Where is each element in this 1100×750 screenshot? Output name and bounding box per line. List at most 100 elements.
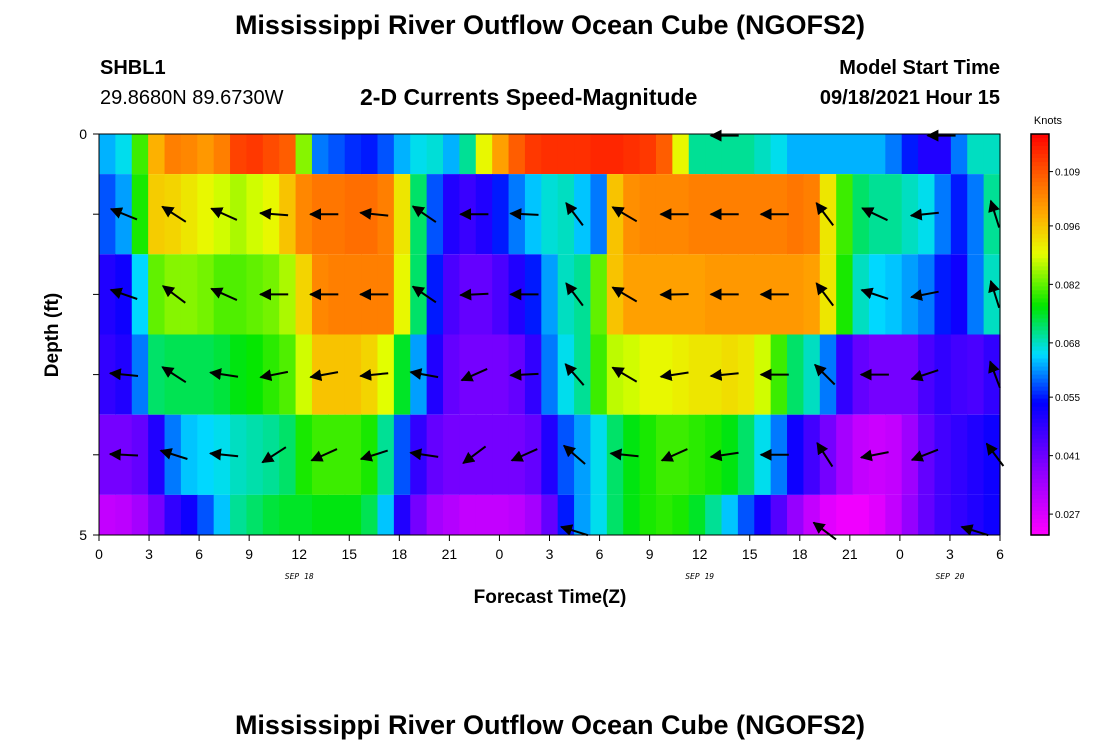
- colorbar-swatch-38: [1031, 286, 1049, 291]
- heat-cell-1-46: [852, 174, 870, 255]
- current-arrow-2-11: [659, 369, 689, 382]
- heat-cell-4-48: [885, 414, 903, 495]
- heat-cell-5-30: [590, 494, 608, 535]
- current-arrow-0-10: [611, 206, 638, 223]
- colorbar-swatch-49: [1031, 330, 1049, 336]
- heat-cell-4-51: [934, 414, 952, 495]
- colorbar-swatch-9: [1031, 170, 1049, 175]
- current-arrow-3-6: [409, 448, 439, 461]
- heat-cell-3-43: [803, 334, 821, 415]
- station-id: SHBL1: [100, 57, 166, 79]
- heat-cell-4-15: [344, 414, 362, 495]
- heat-cell-2-52: [950, 254, 968, 335]
- colorbar-swatch-42: [1031, 302, 1049, 308]
- colorbar-swatch-66: [1031, 398, 1049, 404]
- heat-cell-3-20: [426, 334, 444, 415]
- current-arrow-2-2: [209, 368, 239, 381]
- heat-cell-5-1: [115, 494, 133, 535]
- heat-cell-0-49: [901, 134, 919, 175]
- current-arrow-2-7: [460, 367, 488, 382]
- colorbar-swatch-63: [1031, 386, 1049, 392]
- colorbar-swatch-68: [1031, 406, 1049, 412]
- colorbar-tick-label-4: 0.055: [1055, 393, 1080, 404]
- heat-cell-3-15: [344, 334, 362, 415]
- heat-cell-4-33: [639, 414, 657, 495]
- colorbar-tick-label-6: 0.027: [1055, 510, 1080, 521]
- current-arrow-2-8: [509, 368, 539, 381]
- heat-cell-0-11: [279, 134, 297, 175]
- heat-cell-4-43: [803, 414, 821, 495]
- x-tick-label-17: 3: [946, 546, 954, 562]
- colorbar-swatch-47: [1031, 322, 1049, 328]
- heat-cell-4-23: [475, 414, 493, 495]
- heat-cell-5-25: [508, 494, 526, 535]
- colorbar-swatch-74: [1031, 430, 1049, 436]
- colorbar-swatch-89: [1031, 490, 1049, 496]
- heat-cell-5-26: [524, 494, 542, 535]
- colorbar-swatch-56: [1031, 358, 1049, 364]
- colorbar-swatch-43: [1031, 306, 1049, 312]
- colorbar-swatch-34: [1031, 270, 1049, 275]
- current-arrow-4-0: [560, 524, 589, 537]
- heat-cell-2-32: [623, 254, 641, 335]
- colorbar-swatch-33: [1031, 266, 1049, 271]
- x-tick-label-8: 0: [496, 546, 504, 562]
- colorbar-swatch-86: [1031, 478, 1049, 484]
- colorbar-swatch-57: [1031, 362, 1049, 368]
- heat-cell-0-44: [819, 134, 837, 175]
- colorbar-swatch-71: [1031, 418, 1049, 424]
- heat-cell-5-37: [705, 494, 723, 535]
- current-arrow-1-11: [659, 288, 689, 301]
- colorbar-swatch-76: [1031, 438, 1049, 444]
- heat-cell-5-16: [361, 494, 379, 535]
- y-axis-label: Depth (ft): [42, 293, 63, 377]
- heat-cell-5-32: [623, 494, 641, 535]
- heat-cell-0-22: [459, 134, 477, 175]
- heat-cell-1-33: [639, 174, 657, 255]
- x-axis-label: Forecast Time(Z): [474, 587, 627, 608]
- current-arrow-0-15: [861, 207, 888, 222]
- colorbar-swatch-15: [1031, 194, 1049, 199]
- x-tick-label-1: 3: [145, 546, 153, 562]
- heat-cell-0-9: [246, 134, 264, 175]
- heat-cell-3-53: [967, 334, 985, 415]
- heat-cell-3-23: [475, 334, 493, 415]
- heat-cell-5-12: [295, 494, 313, 535]
- colorbar-swatch-8: [1031, 166, 1049, 171]
- heat-cell-0-31: [606, 134, 624, 175]
- heat-cell-2-54: [983, 254, 1001, 335]
- chart-subtitle: 2-D Currents Speed-Magnitude: [360, 84, 698, 110]
- current-arrow-1-17: [988, 279, 1001, 309]
- heat-cell-4-0: [99, 414, 116, 495]
- colorbar-swatch-99: [1031, 530, 1049, 536]
- heat-cell-3-32: [623, 334, 641, 415]
- heat-cell-2-20: [426, 254, 444, 335]
- heat-cell-0-4: [164, 134, 182, 175]
- colorbar-swatch-19: [1031, 210, 1049, 215]
- heat-cell-1-11: [279, 174, 297, 255]
- heat-cell-5-42: [787, 494, 805, 535]
- heat-cell-2-2: [131, 254, 149, 335]
- colorbar-tick-label-5: 0.041: [1055, 452, 1080, 463]
- heat-cell-1-36: [688, 174, 706, 255]
- heat-cell-4-14: [328, 414, 346, 495]
- x-tick-label-12: 12: [692, 546, 708, 562]
- station-coordinates: 29.8680N 89.6730W: [100, 87, 284, 109]
- current-arrow-2-16: [910, 369, 939, 382]
- current-arrow-2-10: [611, 366, 638, 383]
- heat-cell-0-10: [262, 134, 280, 175]
- heat-cell-3-33: [639, 334, 657, 415]
- heat-cell-2-5: [180, 254, 198, 335]
- colorbar-swatch-77: [1031, 442, 1049, 448]
- heat-cell-1-28: [557, 174, 575, 255]
- heat-cell-4-3: [148, 414, 166, 495]
- current-arrow-2-1: [161, 366, 187, 384]
- heat-cell-5-54: [983, 494, 1001, 535]
- heat-cell-2-45: [836, 254, 854, 335]
- heat-cell-3-3: [148, 334, 166, 415]
- colorbar-swatch-72: [1031, 422, 1049, 428]
- heat-cell-0-46: [852, 134, 870, 175]
- current-arrow-1-0: [109, 287, 138, 300]
- current-arrow-3-5: [359, 449, 389, 462]
